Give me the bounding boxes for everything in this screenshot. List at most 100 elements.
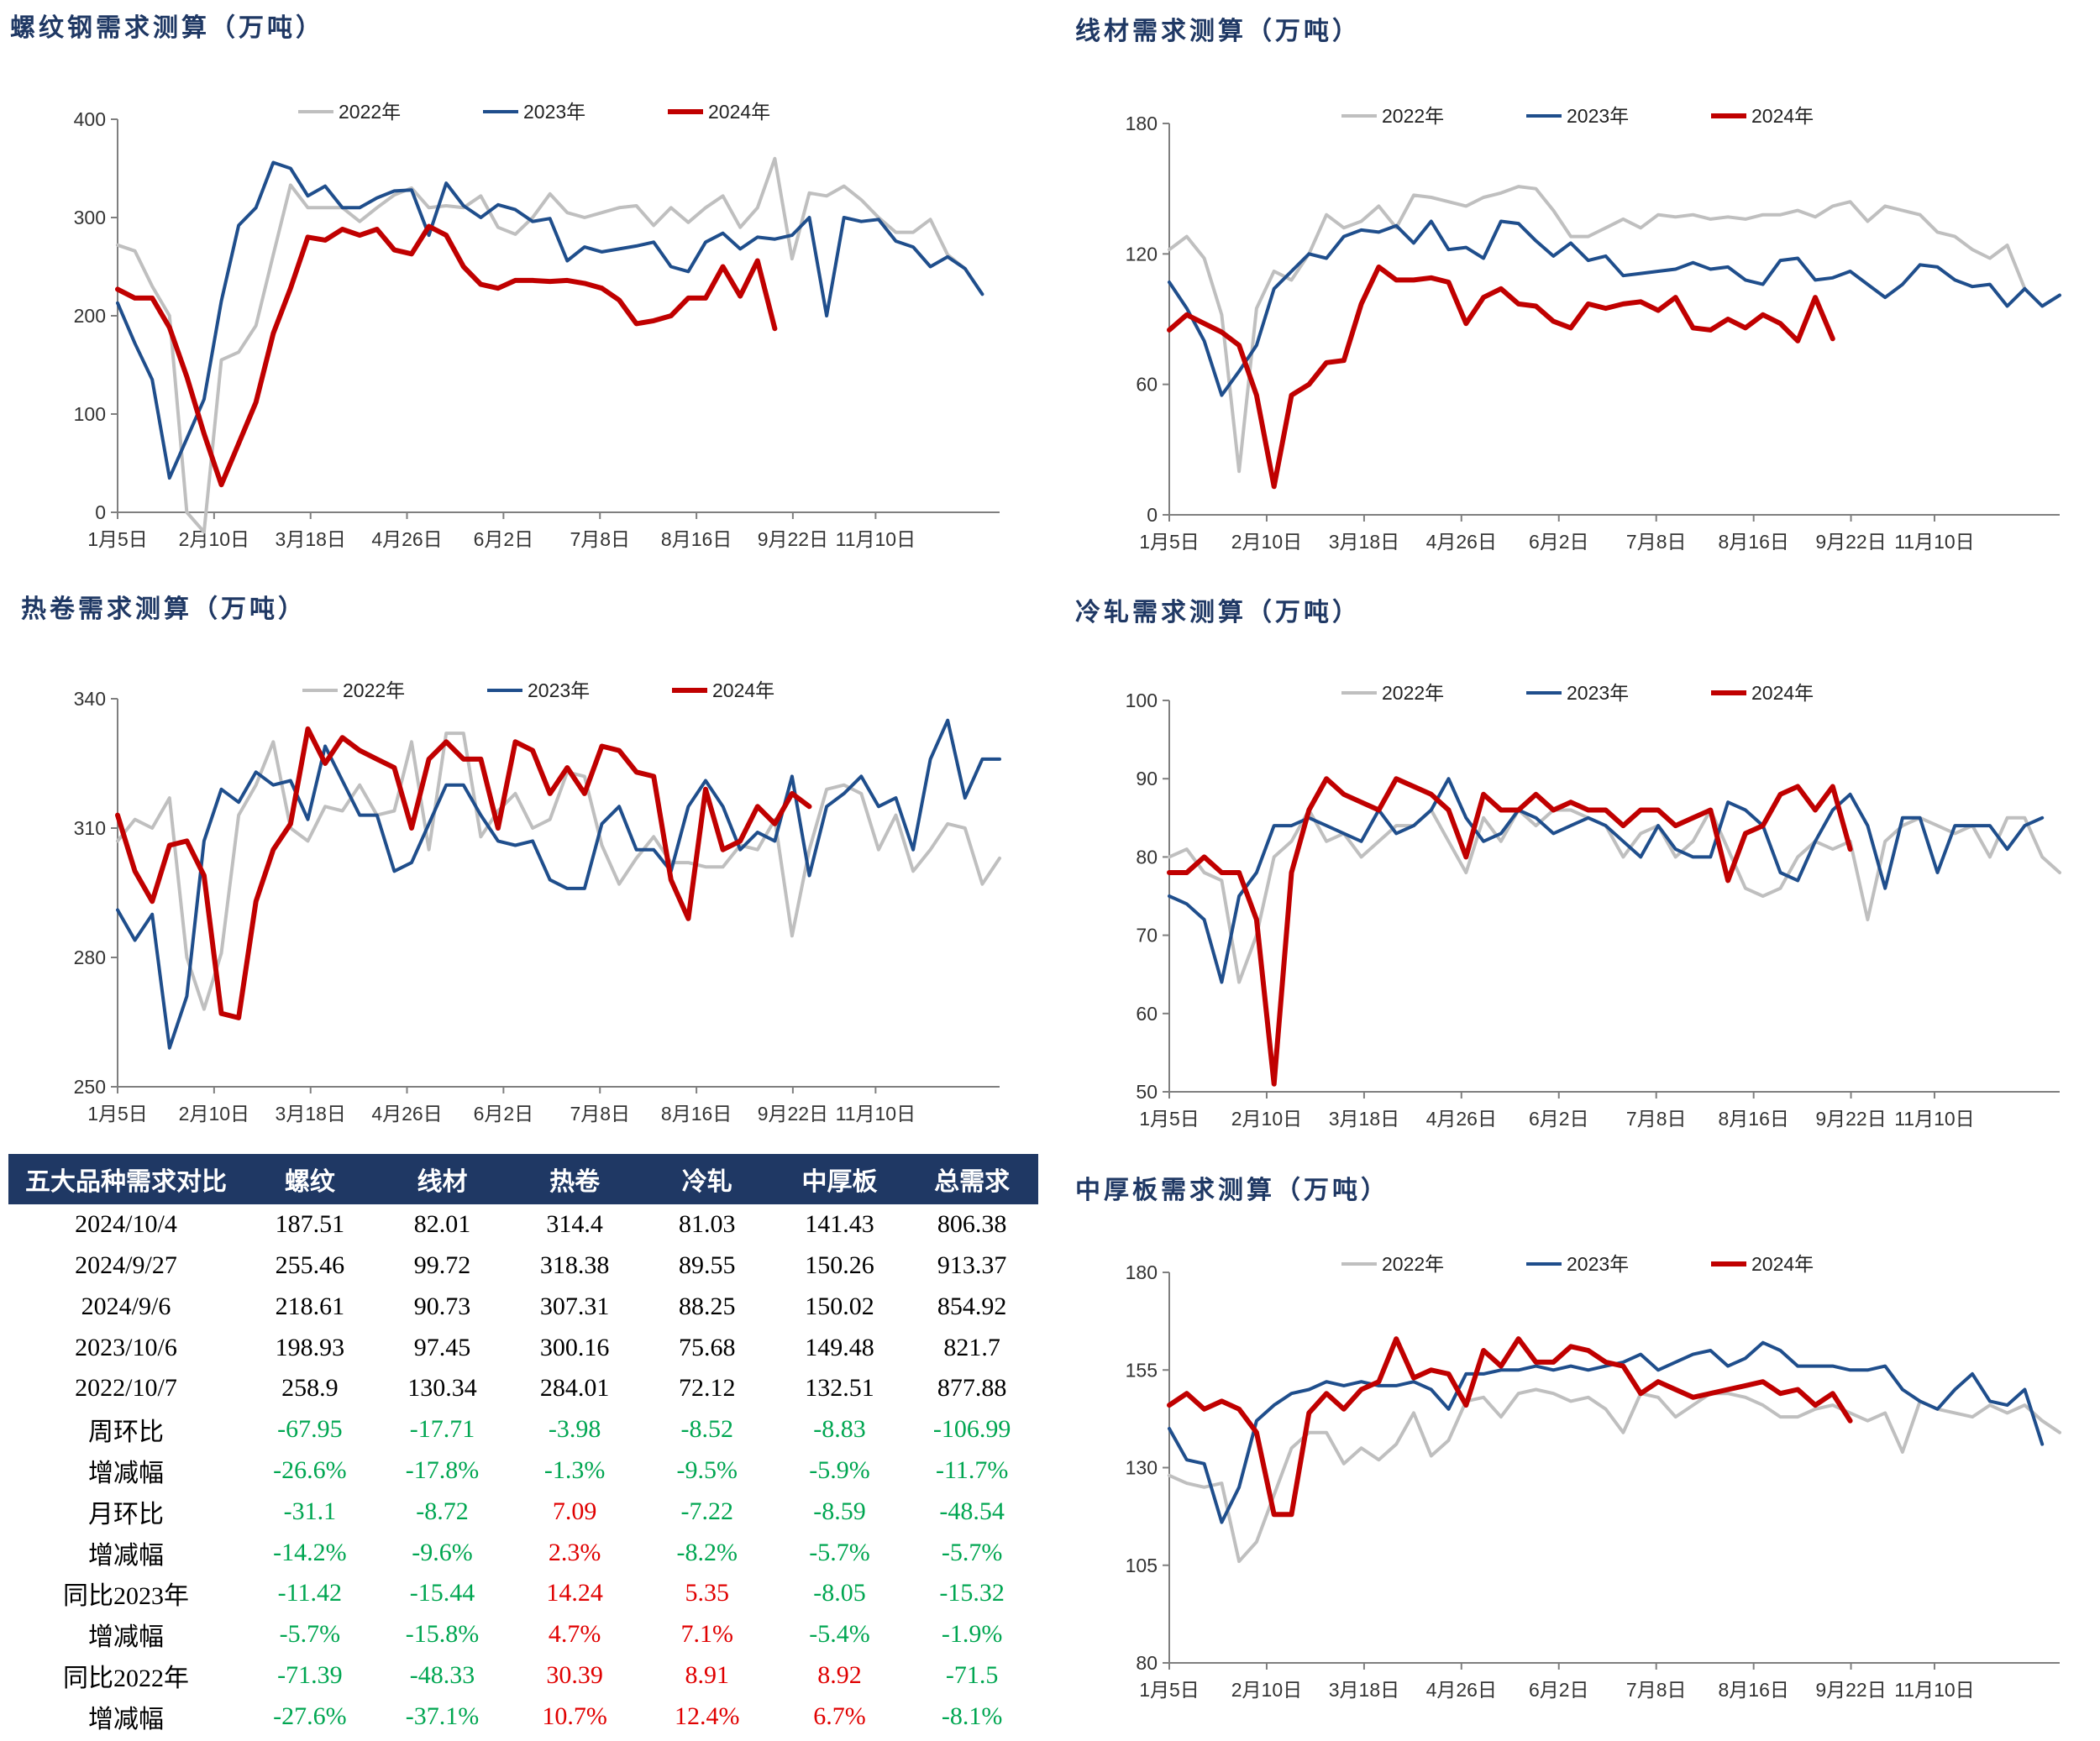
x-tick-label: 6月2日 xyxy=(474,1103,534,1125)
x-tick-label: 11月10日 xyxy=(1894,531,1974,553)
legend-label: 2023年 xyxy=(1567,682,1629,704)
series-line-2022年 xyxy=(116,156,967,534)
table-cell: 7.1% xyxy=(680,1620,734,1649)
table-header-cell: 总需求 xyxy=(906,1154,1038,1204)
table-cell: 6.7% xyxy=(813,1702,866,1730)
row-label: 同比2022年 xyxy=(63,1664,189,1692)
table-cell: -14.2% xyxy=(273,1538,347,1566)
plate-chart-title: 中厚板需求测算（万吨） xyxy=(1075,1176,1389,1205)
y-tick-label: 300 xyxy=(74,207,106,228)
table-cell: -5.7% xyxy=(941,1538,1003,1566)
table-cell: -27.6% xyxy=(273,1702,347,1730)
legend-label: 2023年 xyxy=(523,101,585,123)
table-cell: 284.01 xyxy=(539,1374,610,1403)
series-line-2023年 xyxy=(116,160,984,480)
x-tick-label: 1月5日 xyxy=(87,528,148,550)
table-header-cell: 螺纹 xyxy=(244,1154,376,1204)
legend-label: 2024年 xyxy=(708,101,770,123)
y-tick-label: 400 xyxy=(74,108,106,130)
table-cell: -8.1% xyxy=(941,1702,1003,1730)
table-cell: 90.73 xyxy=(413,1292,471,1320)
x-tick-label: 7月8日 xyxy=(1626,1679,1687,1701)
table-cell: 12.4% xyxy=(675,1702,740,1730)
row-label: 月环比 xyxy=(88,1500,164,1529)
x-tick-label: 7月8日 xyxy=(570,528,630,550)
x-tick-label: 3月18日 xyxy=(1329,1679,1399,1701)
y-tick-label: 0 xyxy=(95,501,106,523)
legend-label: 2024年 xyxy=(1751,682,1814,704)
x-tick-label: 11月10日 xyxy=(1894,1108,1974,1130)
x-tick-label: 3月18日 xyxy=(1329,531,1399,553)
table-cell: 81.03 xyxy=(679,1210,736,1239)
y-tick-label: 100 xyxy=(1126,690,1158,711)
table-cell: -26.6% xyxy=(273,1455,347,1484)
y-tick-label: 80 xyxy=(1136,846,1158,868)
table-cell: -5.7% xyxy=(809,1538,870,1566)
table-header-cell: 线材 xyxy=(375,1154,509,1204)
x-tick-label: 8月16日 xyxy=(1718,531,1788,553)
table-cell: -8.72 xyxy=(416,1497,469,1525)
row-label: 2023/10/6 xyxy=(75,1333,177,1361)
x-tick-label: 6月2日 xyxy=(474,528,534,550)
table-row: 增减幅 -5.7% -15.8% 4.7% 7.1% -5.4% -1.9% xyxy=(8,1614,1038,1655)
y-tick-label: 310 xyxy=(74,817,106,839)
table-row: 2024/10/4 187.51 82.01 314.4 81.03 141.43 806.… xyxy=(8,1204,1038,1245)
table-cell: 130.34 xyxy=(407,1374,477,1403)
y-tick-label: 120 xyxy=(1126,243,1158,265)
y-tick-label: 100 xyxy=(74,403,106,425)
demand-comparison-table: 五大品种需求对比 螺纹 线材 热卷 冷轧 中厚板 总需求 2024/10/4 18… xyxy=(8,1154,1038,1737)
table-cell: 300.16 xyxy=(539,1333,610,1361)
row-label: 周环比 xyxy=(88,1418,164,1447)
x-tick-label: 9月22日 xyxy=(1815,1108,1886,1130)
table-row: 2024/9/6 218.61 90.73 307.31 88.25 150.02 854.… xyxy=(8,1287,1038,1328)
table-cell: -8.2% xyxy=(676,1538,738,1566)
y-tick-label: 60 xyxy=(1136,1003,1158,1025)
x-tick-label: 7月8日 xyxy=(1626,531,1687,553)
table-cell: -5.9% xyxy=(809,1455,870,1484)
table-cell: -48.54 xyxy=(939,1497,1005,1525)
table-cell: -106.99 xyxy=(932,1415,1011,1444)
row-label: 2024/9/6 xyxy=(81,1292,171,1320)
table-cell: 854.92 xyxy=(937,1292,1007,1320)
plate-demand-chart: 80 105 130 155 180 1月5日 2月10日 3月18日 4月26日 6月2日 7月8… xyxy=(1126,1253,2061,1701)
y-tick-label: 105 xyxy=(1126,1555,1158,1576)
legend-label: 2022年 xyxy=(1382,682,1444,704)
table-cell: -1.3% xyxy=(543,1455,606,1484)
legend-label: 2022年 xyxy=(339,101,401,123)
y-tick-label: 70 xyxy=(1136,925,1158,947)
y-tick-label: 130 xyxy=(1126,1457,1158,1479)
y-tick-label: 80 xyxy=(1136,1652,1158,1674)
table-cell: -8.59 xyxy=(813,1497,866,1525)
legend-label: 2023年 xyxy=(1567,105,1629,127)
row-label: 增减幅 xyxy=(88,1623,164,1652)
table-cell: 14.24 xyxy=(546,1579,603,1607)
x-tick-label: 4月26日 xyxy=(1426,1679,1497,1701)
table-cell: 7.09 xyxy=(552,1497,597,1525)
table-cell: 314.4 xyxy=(546,1210,603,1239)
x-tick-label: 4月26日 xyxy=(371,1103,442,1125)
hotcoil-chart-title: 热卷需求测算（万吨） xyxy=(21,595,307,624)
table-header-cell: 热卷 xyxy=(508,1154,641,1204)
x-tick-label: 3月18日 xyxy=(1329,1108,1399,1130)
table-cell: -3.98 xyxy=(548,1415,601,1444)
legend-label: 2022年 xyxy=(1382,105,1444,127)
row-label: 2022/10/7 xyxy=(75,1374,177,1403)
table-cell: -48.33 xyxy=(409,1660,475,1689)
table-row: 增减幅 -26.6% -17.8% -1.3% -9.5% -5.9% -11.7% xyxy=(8,1450,1038,1492)
legend-label: 2024年 xyxy=(1751,105,1814,127)
table-cell: -67.95 xyxy=(277,1415,343,1444)
x-tick-label: 6月2日 xyxy=(1529,1679,1589,1701)
table-cell: 10.7% xyxy=(542,1702,607,1730)
y-tick-label: 60 xyxy=(1136,374,1158,396)
legend-label: 2022年 xyxy=(343,679,405,701)
table-cell: -8.52 xyxy=(680,1415,734,1444)
series-line-2022年 xyxy=(1168,185,2027,474)
y-tick-label: 180 xyxy=(1126,113,1158,134)
table-cell: 4.7% xyxy=(548,1620,601,1649)
table-cell: -5.7% xyxy=(279,1620,341,1649)
table-header-row: 五大品种需求对比 螺纹 线材 热卷 冷轧 中厚板 总需求 xyxy=(8,1154,1038,1204)
table-cell: 88.25 xyxy=(679,1292,736,1320)
table-row: 2023/10/6 198.93 97.45 300.16 75.68 149.48 821… xyxy=(8,1327,1038,1368)
table-cell: -15.32 xyxy=(939,1579,1005,1607)
row-label: 增减幅 xyxy=(88,1541,164,1570)
